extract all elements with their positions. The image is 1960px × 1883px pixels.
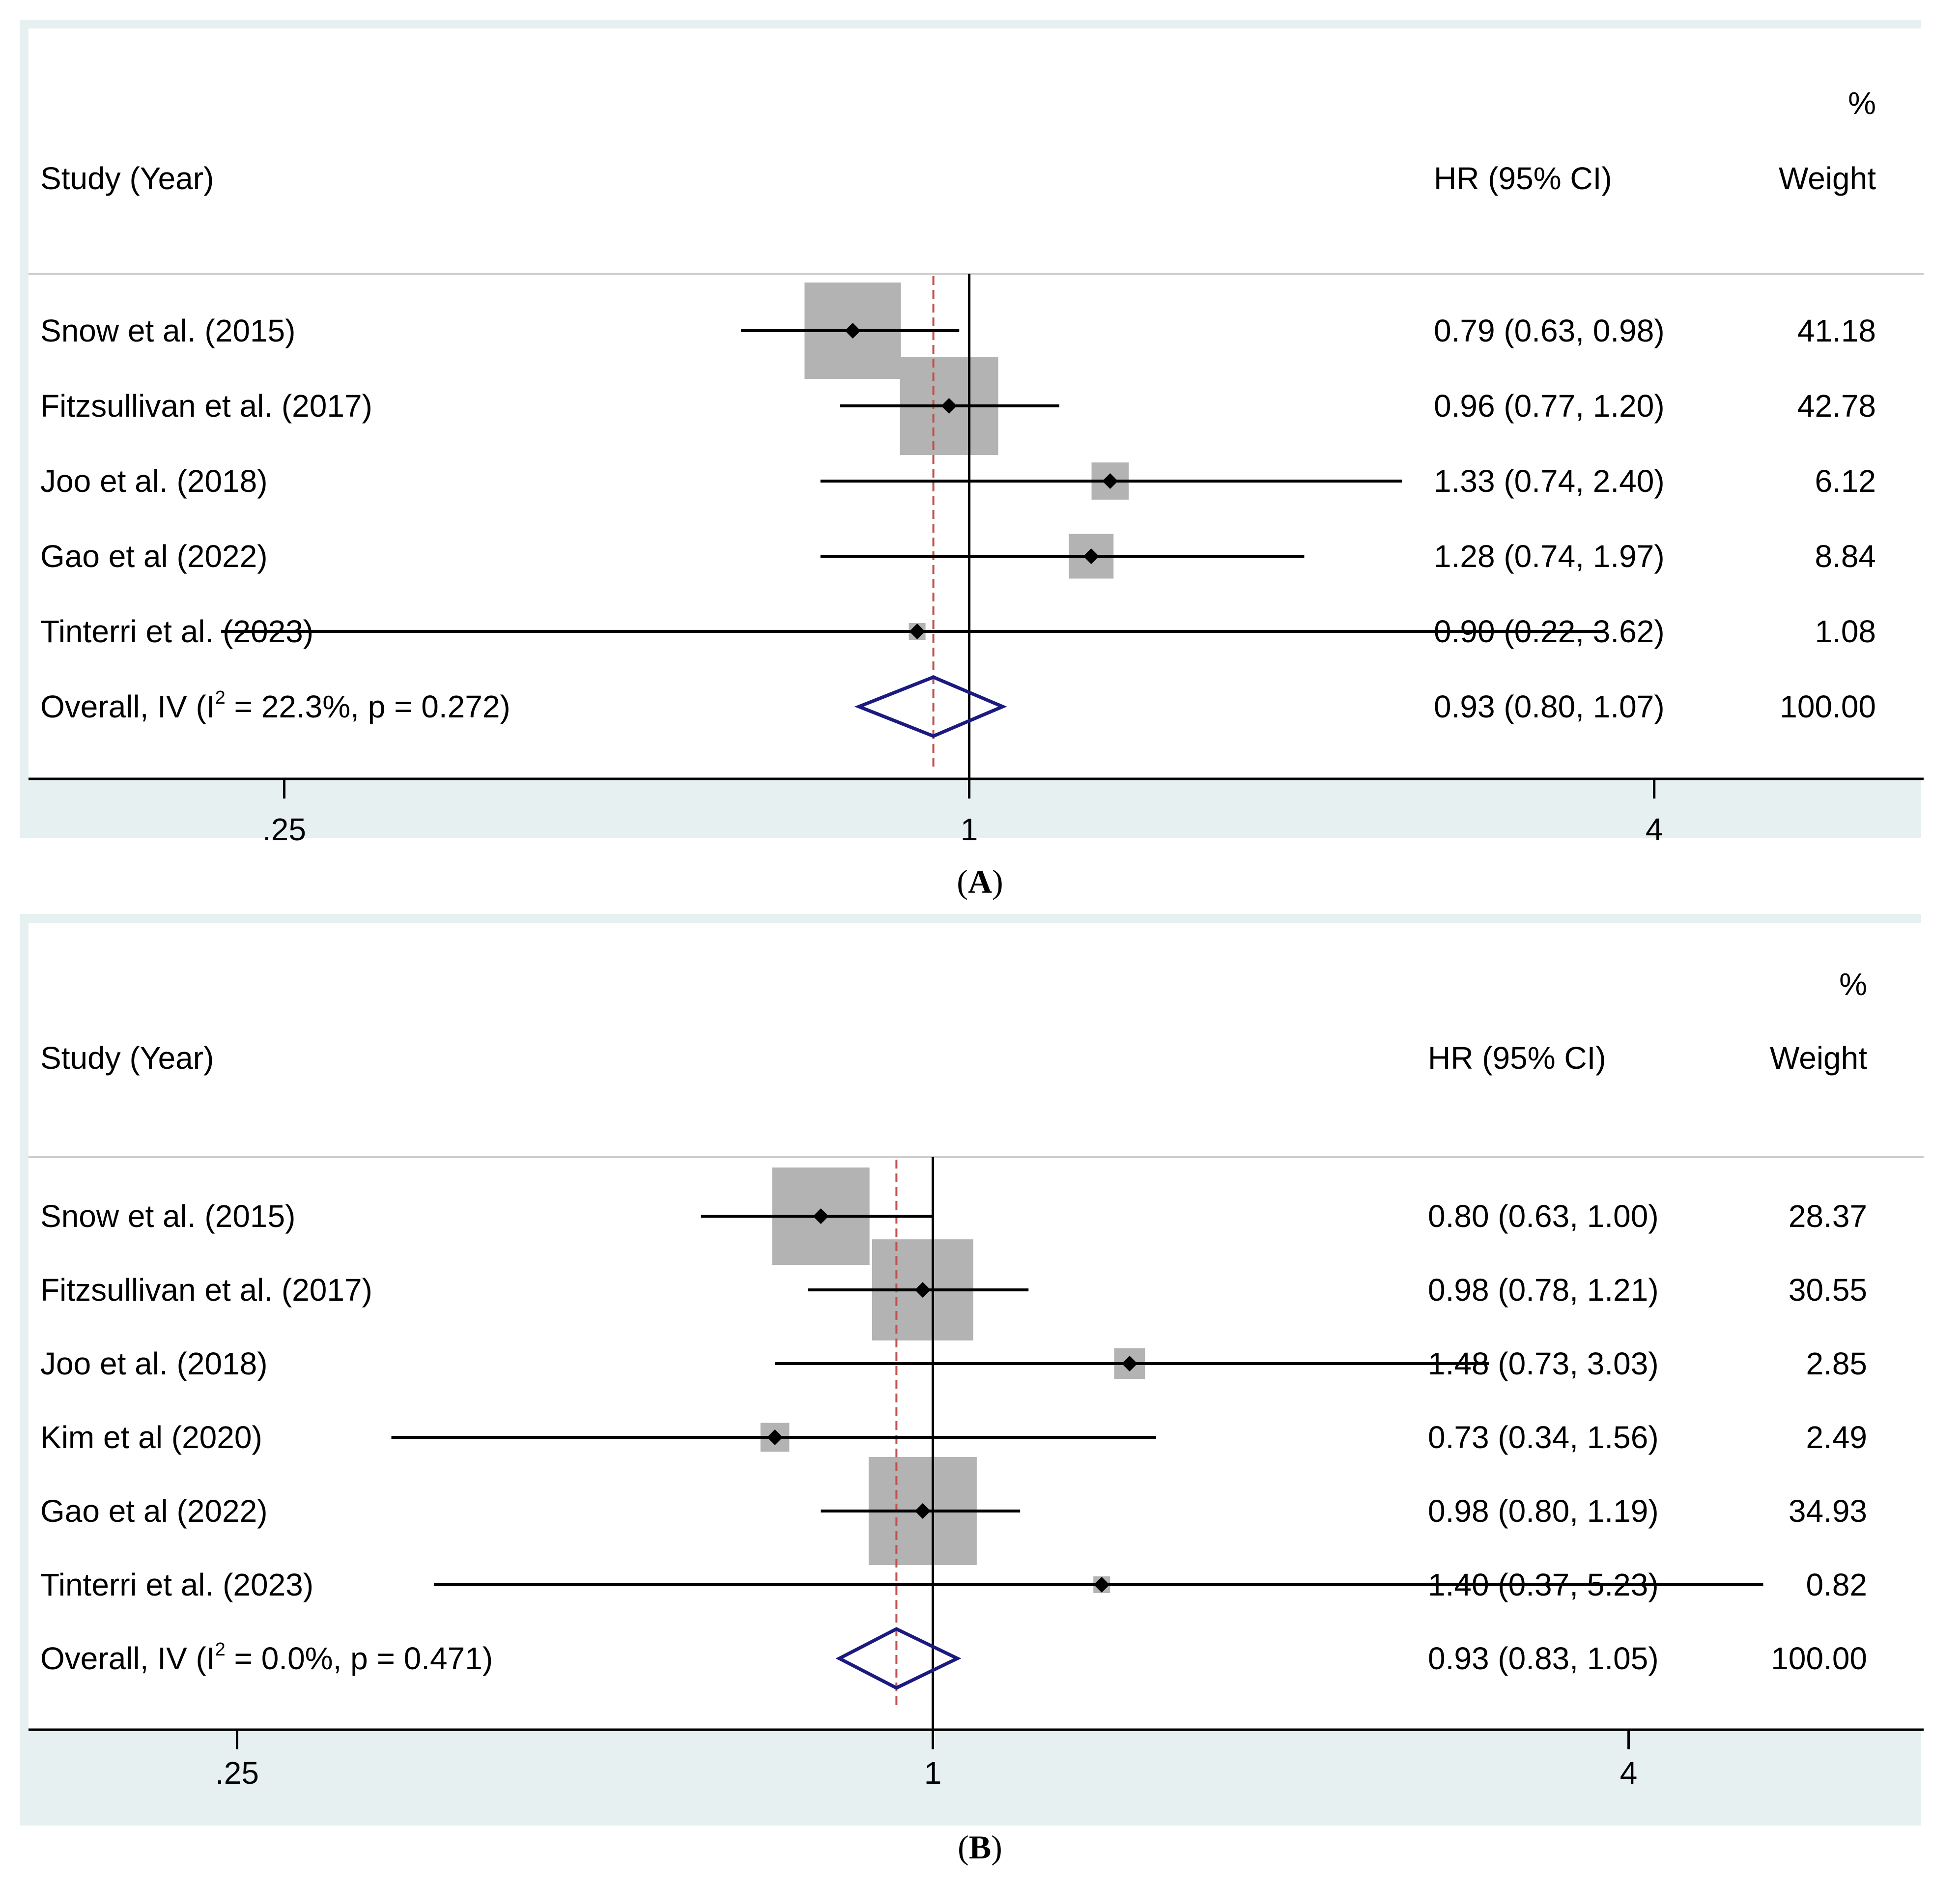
header-hr-a: HR (95% CI) — [1434, 161, 1612, 196]
x-tick-label-b-1: .25 — [215, 1755, 259, 1791]
x-tick-label-b-2: 1 — [924, 1755, 942, 1791]
header-percent-b: % — [1839, 967, 1867, 1002]
hr-ci-text-a-3: 1.33 (0.74, 2.40) — [1434, 463, 1665, 499]
overall-hr-text-a: 0.93 (0.80, 1.07) — [1434, 689, 1665, 724]
panel-label-a: A — [967, 863, 993, 900]
overall-label-a: Overall, IV (I2 = 22.3%, p = 0.272) — [40, 687, 511, 724]
header-study-b: Study (Year) — [40, 1040, 214, 1076]
point-estimate-b-3 — [1121, 1356, 1137, 1371]
panel-caption-a: (A) — [957, 863, 1003, 900]
hr-ci-text-b-5: 0.98 (0.80, 1.19) — [1428, 1493, 1659, 1529]
point-estimate-b-6 — [1094, 1577, 1110, 1593]
x-tick-label-a-2: 1 — [961, 812, 978, 847]
study-label-b-2: Fitzsullivan et al. (2017) — [40, 1272, 372, 1308]
header-percent-a: % — [1848, 86, 1876, 121]
header-study-a: Study (Year) — [40, 161, 214, 196]
forest-plot-a: % Study (Year) HR (95% CI) Weight Snow et al… — [20, 20, 1924, 847]
study-label-b-6: Tinterri et al. (2023) — [40, 1567, 313, 1602]
hr-ci-text-b-2: 0.98 (0.78, 1.21) — [1428, 1272, 1659, 1308]
weight-text-a-3: 6.12 — [1815, 463, 1876, 499]
weight-text-a-4: 8.84 — [1815, 539, 1876, 574]
weight-text-b-5: 34.93 — [1789, 1493, 1867, 1529]
study-label-a-2: Fitzsullivan et al. (2017) — [40, 388, 372, 424]
point-estimate-a-4 — [1083, 548, 1099, 564]
study-label-b-4: Kim et al (2020) — [40, 1420, 262, 1455]
weight-text-b-2: 30.55 — [1789, 1272, 1867, 1308]
hr-ci-text-a-4: 1.28 (0.74, 1.97) — [1434, 539, 1665, 574]
study-label-b-3: Joo et al. (2018) — [40, 1346, 268, 1381]
weight-text-b-3: 2.85 — [1806, 1346, 1867, 1381]
overall-weight-text-a: 100.00 — [1780, 689, 1876, 724]
overall-diamond-a — [854, 675, 1007, 738]
overall-hr-text-b: 0.93 (0.83, 1.05) — [1428, 1641, 1659, 1676]
plot-background-b — [28, 923, 1924, 1730]
weight-text-b-4: 2.49 — [1806, 1420, 1867, 1455]
weight-text-b-1: 28.37 — [1789, 1198, 1867, 1234]
hr-ci-text-b-1: 0.80 (0.63, 1.00) — [1428, 1198, 1659, 1234]
study-label-a-5: Tinterri et al. (2023) — [40, 614, 313, 649]
hr-ci-text-b-4: 0.73 (0.34, 1.56) — [1428, 1420, 1659, 1455]
header-hr-b: HR (95% CI) — [1428, 1040, 1606, 1076]
panel-caption-b: (B) — [958, 1828, 1002, 1866]
hr-ci-text-b-6: 1.40 (0.37, 5.23) — [1428, 1567, 1659, 1602]
x-tick-label-a-1: .25 — [262, 812, 306, 847]
hr-ci-text-a-1: 0.79 (0.63, 0.98) — [1434, 313, 1665, 348]
panel-label-b: B — [968, 1828, 992, 1866]
weight-text-a-5: 1.08 — [1815, 614, 1876, 649]
x-tick-label-a-3: 4 — [1646, 812, 1663, 847]
point-estimate-b-4 — [767, 1429, 783, 1445]
hr-ci-text-a-2: 0.96 (0.77, 1.20) — [1434, 388, 1665, 424]
point-estimate-a-3 — [1102, 473, 1118, 489]
study-label-a-1: Snow et al. (2015) — [40, 313, 295, 348]
study-label-b-5: Gao et al (2022) — [40, 1493, 268, 1529]
overall-weight-text-b: 100.00 — [1771, 1641, 1867, 1676]
point-estimate-a-5 — [909, 624, 925, 639]
overall-label-b: Overall, IV (I2 = 0.0%, p = 0.471) — [40, 1639, 493, 1676]
hr-ci-text-a-5: 0.90 (0.22, 3.62) — [1434, 614, 1665, 649]
weight-text-a-2: 42.78 — [1797, 388, 1876, 424]
study-label-a-4: Gao et al (2022) — [40, 539, 268, 574]
point-estimate-a-2 — [941, 398, 957, 414]
study-label-a-3: Joo et al. (2018) — [40, 463, 268, 499]
point-estimate-b-2 — [914, 1282, 931, 1298]
hr-ci-text-b-3: 1.48 (0.73, 3.03) — [1428, 1346, 1659, 1381]
header-weight-a: Weight — [1779, 161, 1876, 196]
header-weight-b: Weight — [1770, 1040, 1867, 1076]
overall-diamond-b — [835, 1627, 962, 1690]
weight-text-b-6: 0.82 — [1806, 1567, 1867, 1602]
point-estimate-b-1 — [813, 1208, 829, 1224]
forest-plot-b: % Study (Year) HR (95% CI) Weight Snow et al… — [20, 914, 1924, 1826]
point-estimate-b-5 — [914, 1503, 931, 1519]
point-estimate-a-1 — [845, 323, 861, 339]
x-tick-label-b-3: 4 — [1620, 1755, 1638, 1791]
study-label-b-1: Snow et al. (2015) — [40, 1198, 295, 1234]
weight-text-a-1: 41.18 — [1797, 313, 1876, 348]
